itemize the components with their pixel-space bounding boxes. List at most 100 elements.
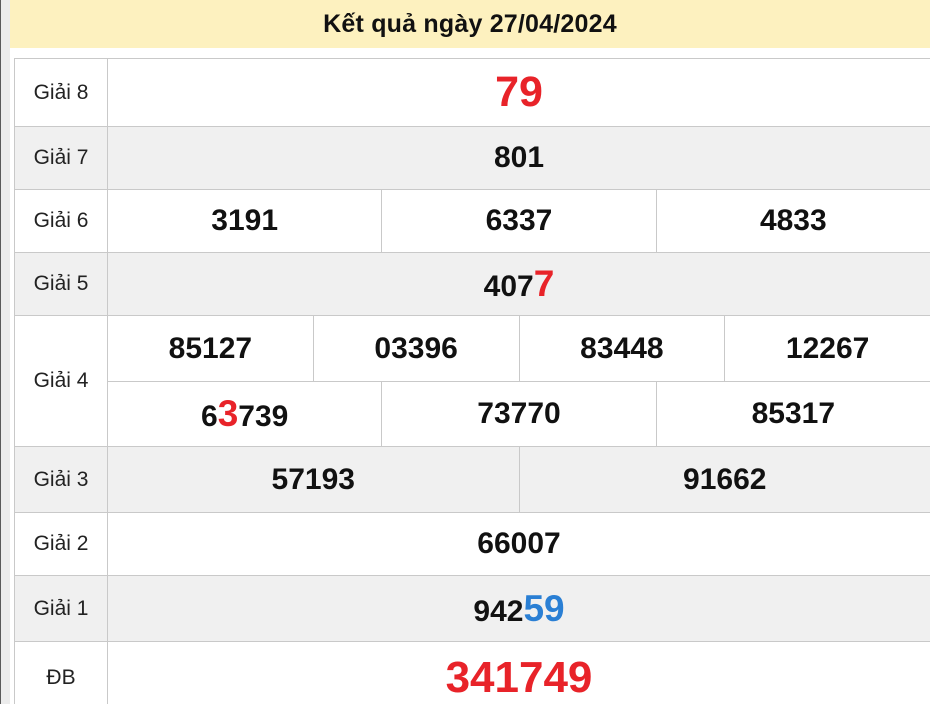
page-title: Kết quả ngày 27/04/2024 [323,9,617,38]
prize-number: 801 [494,141,544,175]
prize-row: Giải 3 57193 91662 [15,447,930,513]
prize-row: Giải 5 4077 [15,253,930,316]
prize-number-part: 85317 [751,397,836,430]
prize-number-cell: 03396 [312,316,519,381]
prize-number: 03396 [374,332,457,366]
prize-row: Giải 6 3191 6337 4833 [15,190,930,253]
results-table: Giải 8 79 Giải 7 801 Giải 6 3191 6337 4833 Giải … [14,58,930,704]
prize-number-part: 79 [495,68,543,116]
prize-number: 66007 [477,527,560,561]
prize-number-cell: 85317 [655,382,930,446]
prize-number-cell: 66007 [108,513,930,575]
prize-line: 801 [108,127,930,189]
prize-number-part: 942 [473,594,524,628]
prize-number-part: 85127 [168,331,253,365]
prize-line: 341749 [108,642,930,704]
prize-number-part: 73770 [477,397,561,430]
prize-number-cell: 341749 [108,642,930,704]
prize-number: 4833 [760,204,827,238]
prize-lines: 341749 [108,642,930,704]
prize-lines: 4077 [108,253,930,315]
prize-line: 63739 73770 85317 [108,381,930,446]
prize-row: Giải 1 94259 [15,576,930,642]
prize-row: Giải 4 85127 03396 83448 12267 63739 73770 8531… [15,316,930,447]
prize-number: 63739 [201,393,288,435]
prize-lines: 3191 6337 4833 [108,190,930,252]
prize-label: Giải 6 [15,190,108,252]
prize-number-cell: 79 [108,59,930,126]
prize-number-part: 3191 [211,204,279,237]
prize-label: Giải 4 [15,316,108,446]
prize-number: 85317 [752,397,835,431]
prize-line: 4077 [108,253,930,315]
prize-number-part: 57193 [271,462,355,496]
page-left-margin [0,0,10,704]
prize-row: Giải 7 801 [15,127,930,190]
prize-number-part: 801 [493,141,545,174]
prize-number: 79 [495,68,543,117]
prize-row: Giải 2 66007 [15,513,930,576]
prize-number: 94259 [473,588,564,630]
prize-number-part: 59 [523,587,565,629]
prize-label: Giải 2 [15,513,108,575]
prize-number-part: 12267 [785,331,870,365]
prize-number-cell: 4833 [655,190,930,252]
prize-number-cell: 83448 [518,316,725,381]
prize-number: 12267 [786,332,869,366]
prize-number-part: 739 [238,400,289,433]
prize-number: 6337 [486,204,553,238]
prize-number: 3191 [211,204,278,238]
prize-number-part: 4833 [759,204,827,237]
prize-number: 83448 [580,332,663,366]
prize-label: Giải 5 [15,253,108,315]
prize-label: Giải 8 [15,59,108,126]
prize-line: 3191 6337 4833 [108,190,930,252]
results-table-body: Giải 8 79 Giải 7 801 Giải 6 3191 6337 4833 Giải … [15,59,930,704]
prize-number-part: 3 [217,393,239,434]
prize-lines: 85127 03396 83448 12267 63739 73770 85317 [108,316,930,446]
prize-number-cell: 85127 [108,316,313,381]
prize-number-cell: 3191 [108,190,381,252]
prize-line: 94259 [108,576,930,641]
prize-row: Giải 8 79 [15,59,930,127]
prize-number-cell: 12267 [724,316,930,381]
prize-number: 73770 [477,397,560,431]
prize-line: 85127 03396 83448 12267 [108,316,930,381]
prize-number-cell: 73770 [381,382,655,446]
prize-number-part: 66007 [477,527,561,560]
prize-row: ĐB 341749 [15,642,930,704]
prize-lines: 57193 91662 [108,447,930,512]
prize-number-part: 91662 [683,462,767,496]
prize-number: 341749 [446,653,593,703]
prize-lines: 94259 [108,576,930,641]
prize-lines: 79 [108,59,930,126]
prize-number: 85127 [169,332,252,366]
prize-number-part: 83448 [580,331,664,365]
prize-label: Giải 3 [15,447,108,512]
prize-number-part: 6 [201,400,218,433]
prize-number: 4077 [484,263,555,305]
prize-number-part: 03396 [374,331,458,365]
prize-number-part: 7 [533,263,555,304]
prize-number-cell: 91662 [518,447,930,512]
prize-label: ĐB [15,642,108,704]
prize-number-cell: 94259 [108,576,930,641]
prize-lines: 801 [108,127,930,189]
prize-number-cell: 63739 [108,382,381,446]
prize-number-cell: 4077 [108,253,930,315]
prize-number-cell: 57193 [108,447,519,512]
prize-label: Giải 1 [15,576,108,641]
prize-lines: 66007 [108,513,930,575]
prize-label: Giải 7 [15,127,108,189]
prize-number-part: 6337 [485,204,553,237]
prize-number-part: 407 [483,270,534,303]
prize-number-part: 341749 [445,652,593,702]
prize-line: 57193 91662 [108,447,930,512]
prize-number: 91662 [683,463,766,497]
prize-line: 79 [108,59,930,126]
prize-number: 57193 [272,463,355,497]
results-header: Kết quả ngày 27/04/2024 [10,0,930,48]
prize-number-cell: 801 [108,127,930,189]
prize-line: 66007 [108,513,930,575]
